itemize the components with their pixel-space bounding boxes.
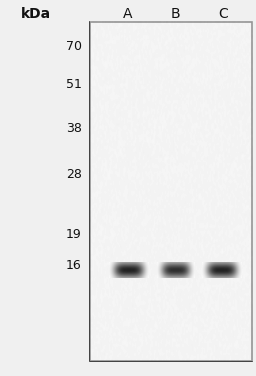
Text: A: A <box>123 7 133 21</box>
Text: B: B <box>170 7 180 21</box>
Text: kDa: kDa <box>21 7 51 21</box>
Text: 38: 38 <box>66 122 82 135</box>
Text: 16: 16 <box>66 259 82 271</box>
Text: 28: 28 <box>66 168 82 181</box>
Bar <box>90 22 252 361</box>
Text: 70: 70 <box>66 41 82 53</box>
Text: 19: 19 <box>66 229 82 241</box>
Text: C: C <box>218 7 228 21</box>
Text: 51: 51 <box>66 78 82 91</box>
